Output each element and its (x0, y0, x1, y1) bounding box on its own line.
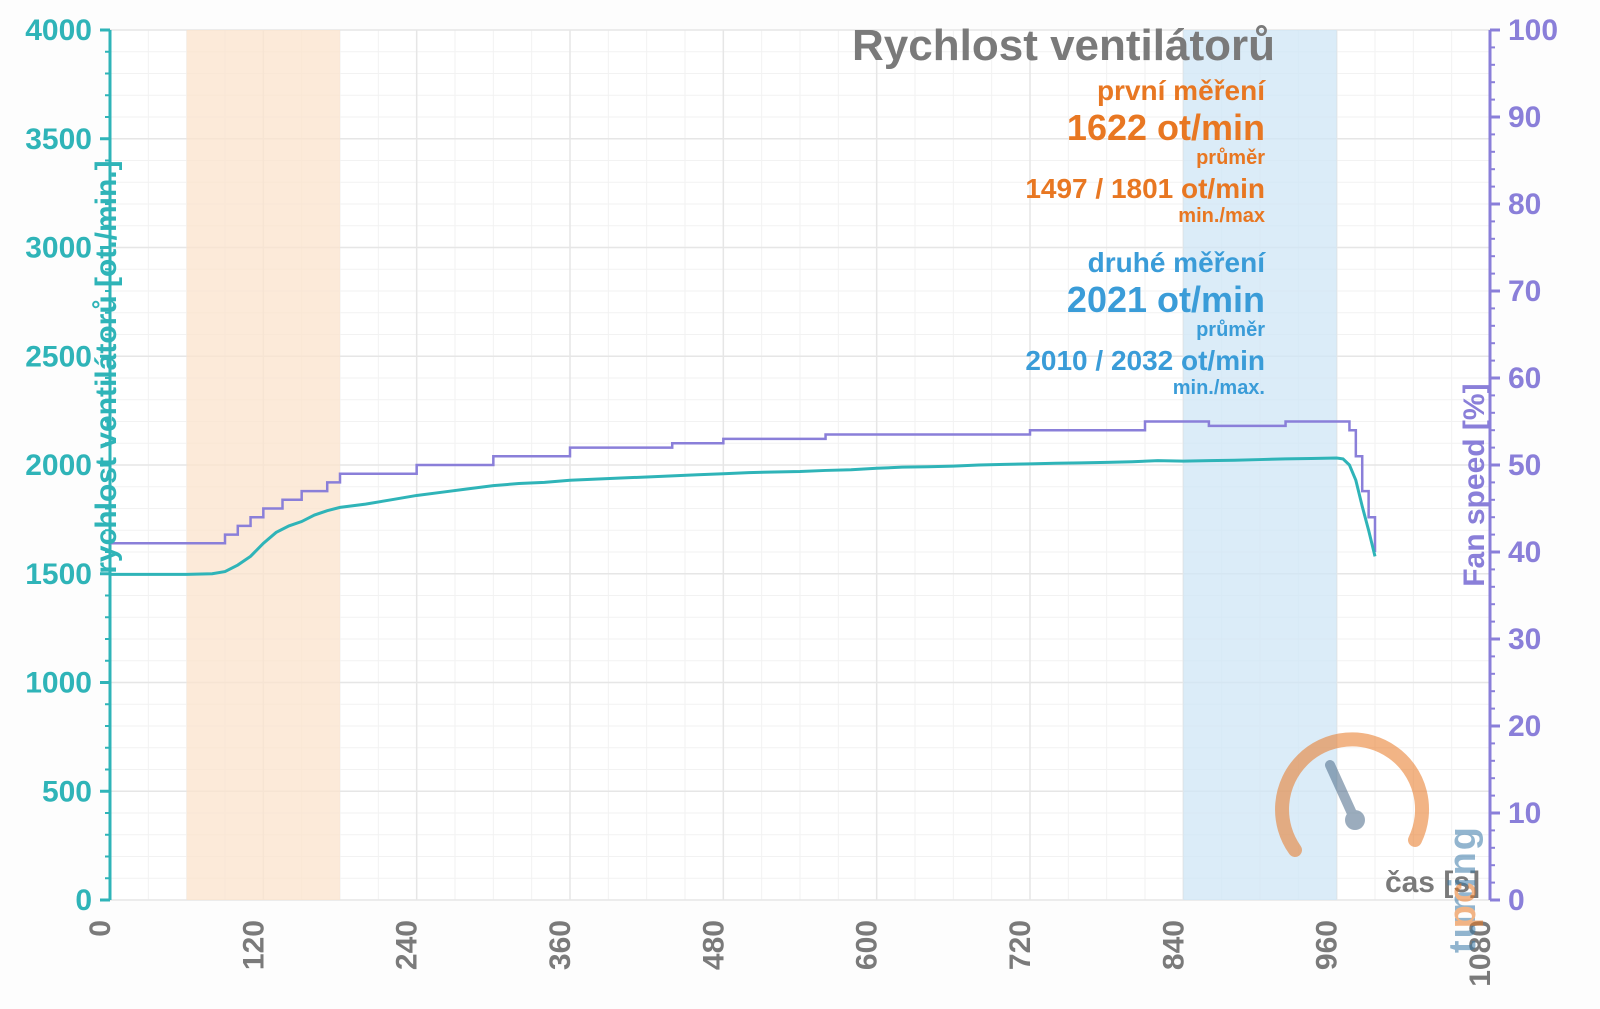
y-left-tick-label: 4000 (25, 14, 92, 47)
chart-title: Rychlost ventilátorů (852, 21, 1275, 70)
x-tick-label: 600 (851, 920, 884, 970)
y-left-tick-label: 2000 (25, 449, 92, 482)
y-right-tick-label: 50 (1508, 449, 1541, 482)
y-right-tick-label: 30 (1508, 623, 1541, 656)
anno-second-avg: 2021 ot/min (1067, 279, 1265, 320)
y-left-tick-label: 1500 (25, 558, 92, 591)
x-tick-label: 120 (237, 920, 270, 970)
x-tick-label: 720 (1004, 920, 1037, 970)
y-left-tick-label: 0 (75, 884, 92, 917)
x-tick-label: 240 (391, 920, 424, 970)
anno-first-avg: 1622 ot/min (1067, 107, 1265, 148)
y-right-tick-label: 0 (1508, 884, 1525, 917)
x-tick-label: 0 (84, 920, 117, 937)
y-right-tick-label: 10 (1508, 797, 1541, 830)
y-right-tick-label: 90 (1508, 101, 1541, 134)
y-right-tick-label: 40 (1508, 536, 1541, 569)
anno-first-range-sub: min./max (1178, 205, 1265, 227)
y-right-tick-label: 60 (1508, 362, 1541, 395)
chart-svg: 0500100015002000250030003500400001020304… (0, 0, 1600, 1009)
y-left-axis-label: rychlost ventilátorů [ot./min.] (90, 160, 123, 573)
y-left-tick-label: 500 (42, 775, 92, 808)
x-tick-label: 360 (544, 920, 577, 970)
anno-first-range: 1497 / 1801 ot/min (1025, 173, 1265, 204)
first-measure-band (187, 30, 340, 900)
anno-first-header: první měření (1097, 75, 1266, 106)
anno-second-range-sub: min./max. (1173, 377, 1265, 399)
x-tick-label: 960 (1311, 920, 1344, 970)
y-left-tick-label: 2500 (25, 340, 92, 373)
anno-second-avg-sub: průměr (1196, 319, 1265, 341)
logo-text-pc: pc (1442, 880, 1484, 928)
y-right-tick-label: 80 (1508, 188, 1541, 221)
x-tick-label: 840 (1157, 920, 1190, 970)
y-right-axis-label: Fan speed [%] (1458, 383, 1491, 586)
anno-first-avg-sub: průměr (1196, 147, 1265, 169)
y-right-tick-label: 100 (1508, 14, 1558, 47)
y-left-tick-label: 3500 (25, 123, 92, 156)
x-tick-label: 480 (697, 920, 730, 970)
y-right-tick-label: 70 (1508, 275, 1541, 308)
anno-second-header: druhé měření (1088, 247, 1267, 278)
y-left-tick-label: 1000 (25, 667, 92, 700)
y-left-tick-label: 3000 (25, 232, 92, 265)
y-right-tick-label: 20 (1508, 710, 1541, 743)
anno-second-range: 2010 / 2032 ot/min (1025, 345, 1265, 376)
chart-container: 0500100015002000250030003500400001020304… (0, 0, 1600, 1009)
